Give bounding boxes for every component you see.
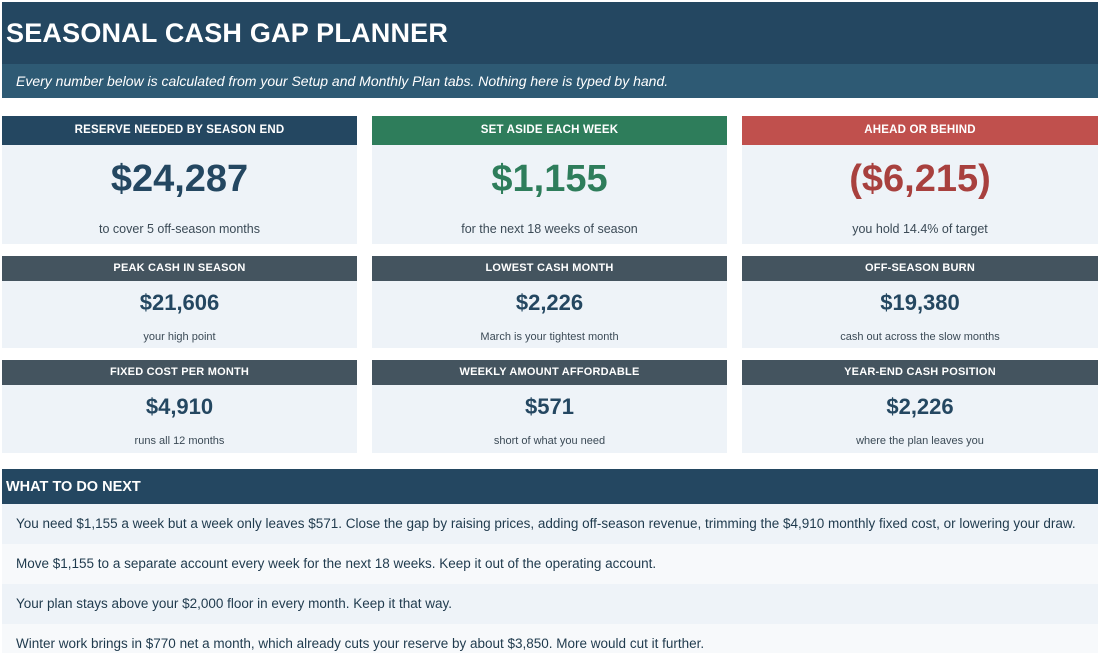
next-step-text: You need $1,155 a week but a week only l… [16,516,1076,531]
next-step-text: Your plan stays above your $2,000 floor … [16,596,453,611]
next-steps-title: WHAT TO DO NEXT [6,479,141,495]
page-subtitle: Every number below is calculated from yo… [16,73,669,89]
kpi-label: WEEKLY AMOUNT AFFORDABLE [372,360,727,385]
kpi-label: SET ASIDE EACH WEEK [372,116,727,145]
title-bar: SEASONAL CASH GAP PLANNER [2,2,1098,64]
kpi-note: to cover 5 off-season months [99,222,260,236]
kpi-card-ahead-or-behind: AHEAD OR BEHIND ($6,215) you hold 14.4% … [742,116,1098,244]
kpi-label: FIXED COST PER MONTH [2,360,357,385]
kpi-note: for the next 18 weeks of season [461,222,638,236]
kpi-card-reserve-needed: RESERVE NEEDED BY SEASON END $24,287 to … [2,116,357,244]
kpi-card-fixed-cost: FIXED COST PER MONTH $4,910 runs all 12 … [2,360,357,453]
kpi-value: $571 [525,394,574,419]
kpi-note: runs all 12 months [134,435,225,447]
kpi-value: $2,226 [515,290,584,315]
subtitle-bar: Every number below is calculated from yo… [2,64,1098,98]
kpi-card-set-aside-weekly: SET ASIDE EACH WEEK $1,155 for the next … [372,116,727,244]
kpi-note: cash out across the slow months [840,331,1000,343]
next-step-text: Winter work brings in $770 net a month, … [16,636,705,651]
kpi-note: your high point [143,331,216,343]
next-step-item: You need $1,155 a week but a week only l… [2,504,1098,544]
kpi-note: short of what you need [493,435,606,447]
kpi-value: $24,287 [110,158,249,200]
kpi-card-year-end-cash: YEAR-END CASH POSITION $2,226 where the … [742,360,1098,453]
kpi-label: RESERVE NEEDED BY SEASON END [2,116,357,145]
kpi-note: March is your tightest month [480,331,619,343]
kpi-label: LOWEST CASH MONTH [372,256,727,281]
kpi-value: $19,380 [880,290,960,315]
page-title: SEASONAL CASH GAP PLANNER [6,18,449,48]
next-step-item: Move $1,155 to a separate account every … [2,544,1098,584]
kpi-card-off-season-burn: OFF-SEASON BURN $19,380 cash out across … [742,256,1098,348]
kpi-value: $4,910 [145,394,214,419]
kpi-card-peak-cash: PEAK CASH IN SEASON $21,606 your high po… [2,256,357,348]
kpi-value: $21,606 [139,290,220,315]
kpi-value: $2,226 [886,394,954,419]
kpi-value: ($6,215) [849,158,991,200]
kpi-value: $1,155 [491,158,608,200]
kpi-card-lowest-cash-month: LOWEST CASH MONTH $2,226 March is your t… [372,256,727,348]
next-step-text: Move $1,155 to a separate account every … [16,556,657,571]
kpi-note: where the plan leaves you [856,435,984,447]
kpi-note: you hold 14.4% of target [852,222,988,236]
kpi-label: YEAR-END CASH POSITION [742,360,1098,385]
next-steps-header: WHAT TO DO NEXT [2,469,1098,504]
kpi-label: PEAK CASH IN SEASON [2,256,357,281]
kpi-label: OFF-SEASON BURN [742,256,1098,281]
kpi-label: AHEAD OR BEHIND [742,116,1098,145]
next-step-item: Winter work brings in $770 net a month, … [2,624,1098,653]
next-step-item: Your plan stays above your $2,000 floor … [2,584,1098,624]
kpi-card-weekly-affordable: WEEKLY AMOUNT AFFORDABLE $571 short of w… [372,360,727,453]
